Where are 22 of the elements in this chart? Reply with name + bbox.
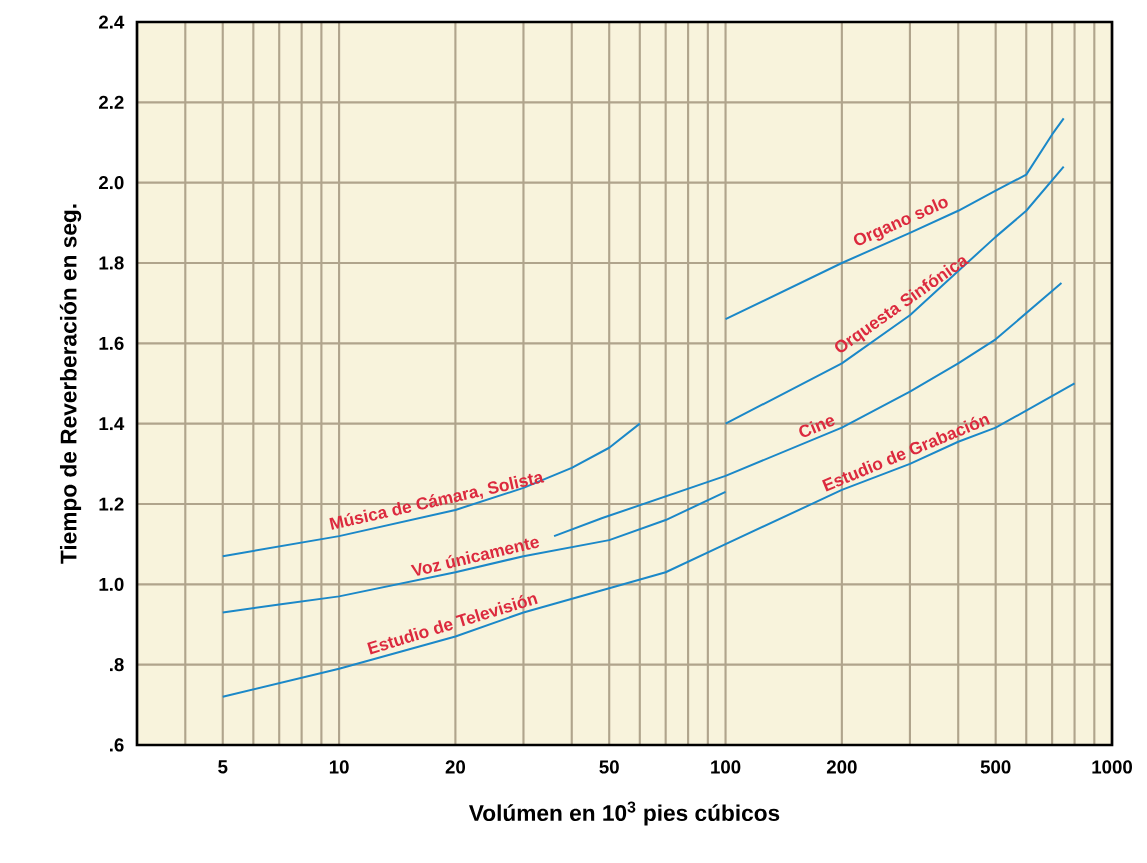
y-tick-label: 1.4 [99,417,125,431]
y-tick-label: 1.6 [99,336,124,350]
x-axis-title: Volúmen en 10$^{3}$ pies cúbicos [468,801,780,826]
text: Cine [799,417,835,437]
y-tick-label: .6 [110,738,124,752]
x-tick-label: 200 [826,760,857,774]
x-tick-label: 20 [445,760,466,774]
y-tick-label: 1.2 [99,497,124,511]
y-tick-label: 2.4 [98,15,125,29]
x-tick-label: 5 [218,760,228,774]
text: Música de Cámara, Solista [329,473,545,530]
x-tick-label: 500 [980,760,1011,774]
y-axis-title: Tiempo de Reverberación en seg. [59,204,82,564]
x-tick-label: 100 [711,760,741,774]
y-tick-label: 1.0 [99,577,124,591]
y-tick-label: 2.0 [98,176,124,190]
x-tick-label: 10 [329,760,349,774]
x-tick-label: 1000 [1092,760,1132,774]
y-tick-label: 2.2 [98,95,124,109]
y-tick-label: 1.8 [99,256,124,270]
x-tick-label: 50 [599,760,619,774]
y-tick-label: .8 [110,658,124,672]
